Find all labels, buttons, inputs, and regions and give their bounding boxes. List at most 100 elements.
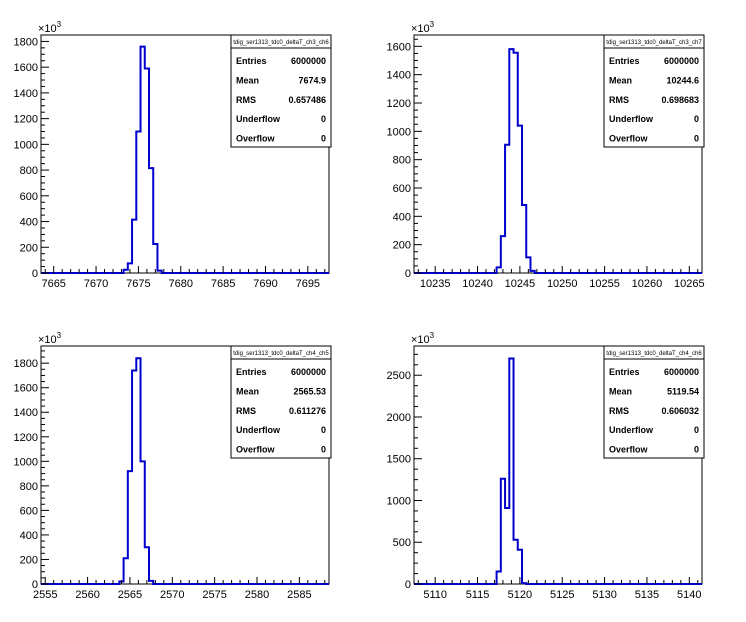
histogram-bin-4 <box>509 359 513 584</box>
y-tick-label: 1600 <box>14 62 38 74</box>
x-tick-label: 5115 <box>466 589 490 601</box>
stats-label: Mean <box>236 75 259 85</box>
x-tick-label: 7670 <box>84 278 108 290</box>
stats-label: Underflow <box>609 425 654 435</box>
y-tick-label: 1000 <box>387 126 411 138</box>
x-tick-label: 7680 <box>169 278 193 290</box>
histogram-bin-4 <box>132 371 136 584</box>
histogram-bin-9 <box>530 271 534 273</box>
histogram-bin-1 <box>497 571 501 584</box>
histogram-bin-3 <box>505 145 509 273</box>
stats-value: 10244.6 <box>666 75 699 85</box>
y-axis-exponent: ×103 <box>38 20 62 35</box>
x-tick-label: 2575 <box>202 589 226 601</box>
stats-value: 0 <box>694 445 699 455</box>
x-tick-label: 10255 <box>589 278 620 290</box>
histogram-bin-7 <box>522 583 526 584</box>
stats-label: Entries <box>236 56 267 66</box>
y-tick-label: 0 <box>405 579 411 591</box>
x-tick-label: 5125 <box>550 589 574 601</box>
stats-box: tdig_ser1313_tdc0_deltaT_ch4_ch6 Entries 6… <box>603 345 705 459</box>
y-tick-label: 600 <box>20 191 38 203</box>
x-tick-label: 10240 <box>462 278 493 290</box>
histogram-panel-4: 5110 5115 5120 5125 5130 5135 5140 0 500 1000 1500… <box>387 331 705 601</box>
y-tick-label: 200 <box>20 554 38 566</box>
stats-label: Mean <box>609 75 632 85</box>
histogram-panel-2: 10235 10240 10245 10250 10255 10260 10265 0 200 4… <box>387 20 705 290</box>
histogram-bin-4 <box>136 131 140 273</box>
stats-value: 2565.53 <box>293 386 326 396</box>
y-axis-exponent: ×103 <box>38 331 62 346</box>
stats-label: Mean <box>236 386 259 396</box>
stats-label: Underflow <box>236 425 281 435</box>
x-tick-label: 2560 <box>75 589 99 601</box>
stats-label: Mean <box>609 386 632 396</box>
x-tick-label: 10250 <box>547 278 578 290</box>
stats-box: tdig_ser1313_tdc0_deltaT_ch3_ch6 Entries 6… <box>230 34 332 148</box>
y-tick-label: 1000 <box>14 456 38 468</box>
y-tick-label: 2500 <box>387 370 411 382</box>
histogram-bin-5 <box>136 358 140 584</box>
y-tick-label: 600 <box>20 505 38 517</box>
stats-box-title: tdig_ser1313_tdc0_deltaT_ch3_ch7 <box>606 40 702 46</box>
histogram-bin-3 <box>128 471 132 584</box>
histogram-bin-6 <box>518 126 522 273</box>
y-tick-label: 1500 <box>387 454 411 466</box>
histogram-bin-6 <box>145 68 149 273</box>
x-tick-label: 7685 <box>211 278 235 290</box>
stats-box-title: tdig_ser1313_tdc0_deltaT_ch4_ch6 <box>606 351 702 357</box>
y-tick-label: 200 <box>393 240 411 252</box>
stats-label: RMS <box>609 406 629 416</box>
histogram-bin-5 <box>514 540 518 584</box>
stats-label: Underflow <box>236 114 281 124</box>
stats-box-title: tdig_ser1313_tdc0_deltaT_ch4_ch5 <box>233 351 329 357</box>
x-tick-label: 10235 <box>420 278 451 290</box>
y-tick-label: 1000 <box>387 495 411 507</box>
y-tick-label: 400 <box>393 211 411 223</box>
stats-label: RMS <box>609 95 629 105</box>
y-tick-label: 400 <box>20 530 38 542</box>
stats-value: 0.698683 <box>661 95 699 105</box>
x-tick-label: 7695 <box>296 278 320 290</box>
histogram-outline <box>414 48 702 274</box>
y-tick-label: 1600 <box>387 41 411 53</box>
stats-value: 6000000 <box>291 367 326 377</box>
histogram-bin-8 <box>149 581 153 584</box>
y-tick-label: 1200 <box>14 432 38 444</box>
y-axis-exponent: ×103 <box>411 331 435 346</box>
y-tick-label: 1400 <box>14 407 38 419</box>
y-tick-label: 0 <box>405 268 411 280</box>
histogram-bin-3 <box>505 508 509 584</box>
x-tick-label: 2570 <box>160 589 184 601</box>
histogram-bin-4 <box>509 49 513 273</box>
stats-value: 0.611276 <box>289 406 326 416</box>
stats-label: Overflow <box>236 445 276 455</box>
histogram-bin-1 <box>497 267 501 273</box>
histogram-bin-7 <box>522 205 526 273</box>
stats-value: 6000000 <box>291 56 326 66</box>
x-tick-label: 5135 <box>635 589 659 601</box>
x-tick-label: 5120 <box>508 589 532 601</box>
stats-box: tdig_ser1313_tdc0_deltaT_ch4_ch5 Entries 6… <box>230 345 332 459</box>
histogram-bin-1 <box>124 270 128 273</box>
y-tick-label: 1000 <box>14 139 38 151</box>
stats-label: Entries <box>609 56 640 66</box>
y-tick-label: 1600 <box>14 383 38 395</box>
x-tick-label: 10265 <box>674 278 705 290</box>
stats-value: 0 <box>694 425 699 435</box>
histogram-bin-7 <box>149 168 153 273</box>
stats-value: 0 <box>694 134 699 144</box>
histogram-outline <box>414 357 702 585</box>
stats-value: 6000000 <box>664 56 699 66</box>
histogram-bin-6 <box>141 461 145 584</box>
x-tick-label: 7675 <box>126 278 150 290</box>
y-tick-label: 600 <box>393 183 411 195</box>
stats-box: tdig_ser1313_tdc0_deltaT_ch3_ch7 Entries 6… <box>603 34 705 148</box>
stats-label: Entries <box>609 367 640 377</box>
histogram-bin-2 <box>501 236 505 273</box>
histogram-bin-5 <box>141 47 145 273</box>
stats-box-title: tdig_ser1313_tdc0_deltaT_ch3_ch6 <box>233 40 329 46</box>
x-tick-label: 2580 <box>245 589 269 601</box>
stats-label: Overflow <box>609 445 649 455</box>
